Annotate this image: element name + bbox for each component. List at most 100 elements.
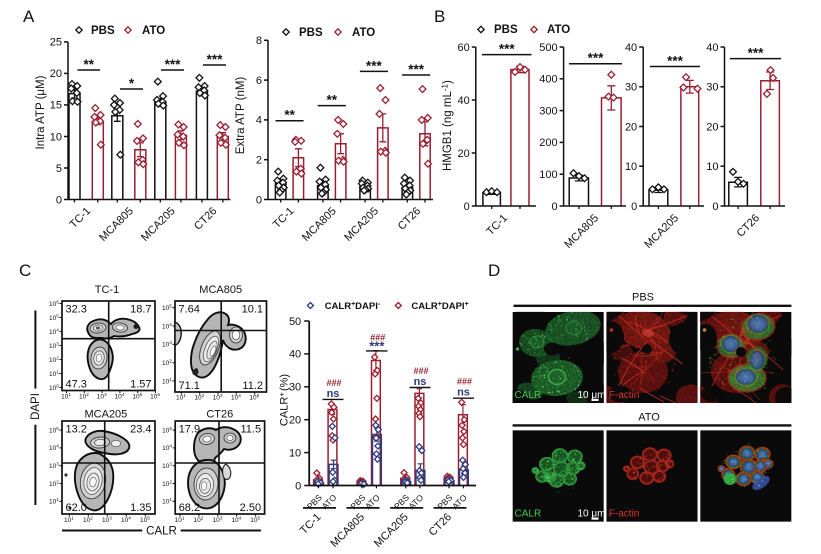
svg-text:0: 0 [295,480,301,492]
svg-text:Extra ATP (nM): Extra ATP (nM) [235,77,247,155]
svg-text:104: 104 [49,444,59,453]
svg-text:###: ### [457,377,472,387]
svg-text:7.64: 7.64 [179,304,200,316]
svg-text:40: 40 [625,42,637,54]
svg-text:CALR: CALR [515,390,542,401]
svg-text:***: *** [207,52,224,67]
svg-text:HMGB1 (ng mL-1): HMGB1 (ng mL-1) [441,80,455,171]
svg-text:CT26: CT26 [206,409,233,421]
svg-text:0: 0 [712,201,718,213]
svg-text:10: 10 [289,447,301,459]
svg-text:105: 105 [250,516,260,525]
svg-text:47.3: 47.3 [66,379,87,391]
svg-text:101: 101 [162,377,172,386]
svg-text:101: 101 [61,392,71,401]
svg-text:102: 102 [49,479,59,488]
svg-text:6: 6 [256,75,262,87]
svg-text:60: 60 [458,42,470,54]
svg-text:30: 30 [289,382,301,394]
svg-text:5: 5 [56,163,62,175]
svg-text:200: 200 [539,137,557,149]
svg-text:105: 105 [132,392,142,401]
svg-text:10 μm: 10 μm [578,509,606,520]
svg-text:10 μm: 10 μm [578,390,606,401]
svg-text:ATO: ATO [352,27,375,39]
svg-text:101: 101 [175,516,185,525]
svg-text:***: *** [499,42,516,57]
svg-text:**: ** [327,93,338,108]
svg-text:20: 20 [625,121,637,133]
svg-text:PBS: PBS [299,27,323,39]
svg-text:PBS: PBS [494,24,518,36]
svg-text:103: 103 [97,392,107,401]
svg-text:102: 102 [194,516,204,525]
svg-text:105: 105 [249,393,259,402]
svg-text:300: 300 [539,105,557,117]
svg-text:40: 40 [289,349,301,361]
svg-text:15: 15 [50,100,62,112]
svg-text:10.1: 10.1 [242,304,263,316]
svg-text:104: 104 [49,327,59,336]
svg-text:102: 102 [162,479,172,488]
svg-text:0: 0 [551,201,557,213]
svg-text:1.57: 1.57 [130,379,151,391]
svg-text:106: 106 [150,392,160,401]
svg-text:103: 103 [212,516,222,525]
svg-text:20: 20 [50,68,62,80]
svg-text:105: 105 [49,313,59,322]
svg-text:8: 8 [256,35,262,47]
svg-text:10: 10 [50,131,62,143]
svg-text:PBS: PBS [91,25,115,37]
svg-text:400: 400 [539,74,557,86]
svg-text:105: 105 [49,426,59,435]
svg-text:100: 100 [539,169,557,181]
svg-text:25: 25 [50,37,62,49]
svg-text:PBS: PBS [632,292,654,304]
svg-text:TC-1: TC-1 [95,284,119,296]
svg-text:20: 20 [706,121,718,133]
svg-text:101: 101 [49,497,59,506]
svg-text:104: 104 [231,516,241,525]
svg-text:62.0: 62.0 [66,502,87,514]
svg-text:20: 20 [458,148,470,160]
svg-text:B: B [434,7,445,26]
svg-text:ATO: ATO [638,412,660,424]
svg-text:ATO: ATO [142,25,165,37]
svg-text:32.3: 32.3 [66,304,87,316]
svg-text:CALR+DAPI-: CALR+DAPI- [325,301,381,312]
svg-text:500: 500 [539,42,557,54]
svg-text:103: 103 [49,341,59,350]
svg-text:0: 0 [464,201,470,213]
svg-text:18.7: 18.7 [130,304,151,316]
svg-text:F-actin: F-actin [609,509,640,520]
svg-text:***: *** [748,46,765,61]
svg-text:***: *** [165,57,182,72]
svg-text:***: *** [366,58,383,73]
svg-text:105: 105 [140,516,150,525]
svg-text:ns: ns [457,387,470,399]
svg-text:23.4: 23.4 [130,424,151,436]
svg-text:***: *** [408,62,425,77]
svg-text:20: 20 [289,415,301,427]
svg-text:104: 104 [115,392,125,401]
svg-text:102: 102 [83,516,93,525]
svg-text:###: ### [370,333,385,343]
svg-text:0: 0 [56,194,62,206]
svg-text:CALR: CALR [515,509,542,520]
svg-text:CALR+(%): CALR+(%) [278,374,291,426]
svg-text:2: 2 [256,155,262,167]
svg-text:ns: ns [414,376,427,388]
svg-text:***: *** [369,338,385,353]
svg-text:0: 0 [631,201,637,213]
svg-text:**: ** [284,108,295,123]
svg-text:*: * [129,76,135,91]
svg-text:A: A [23,7,35,26]
svg-text:103: 103 [102,516,112,525]
svg-text:13.2: 13.2 [66,424,87,436]
svg-text:104: 104 [162,444,172,453]
svg-text:102: 102 [49,355,59,364]
svg-text:###: ### [413,366,428,376]
svg-text:11.5: 11.5 [241,424,262,436]
svg-text:105: 105 [162,304,172,313]
svg-text:50: 50 [289,316,301,328]
